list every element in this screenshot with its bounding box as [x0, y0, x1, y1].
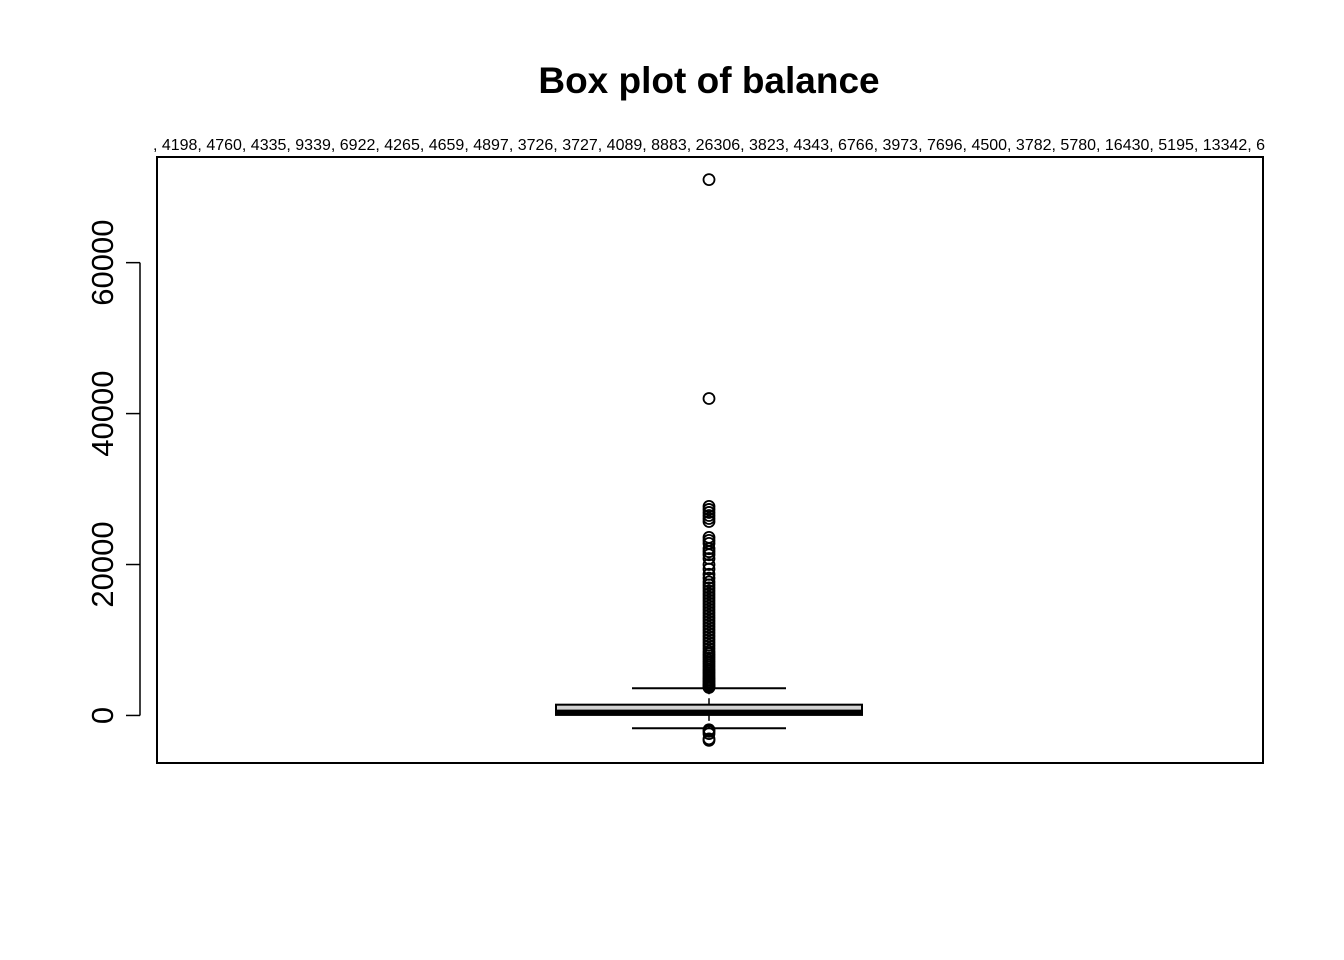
outlier-point	[702, 571, 716, 585]
outlier-point	[702, 173, 716, 187]
outlier-point	[702, 552, 716, 565]
outlier-points	[702, 173, 716, 747]
y-axis: 0 20000 40000 60000	[85, 220, 141, 724]
outlier-point	[702, 558, 716, 571]
outlier-point	[702, 530, 716, 544]
y-tick-label: 20000	[85, 521, 120, 607]
chart-subtitle: , 4198, 4760, 4335, 9339, 6922, 4265, 46…	[153, 137, 1265, 154]
y-tick-label: 60000	[85, 220, 120, 306]
outlier-point	[702, 575, 716, 589]
box-group	[555, 687, 863, 730]
outlier-point	[702, 500, 716, 513]
chart-title: Box plot of balance	[538, 60, 879, 101]
y-tick-label: 40000	[85, 370, 120, 456]
outlier-point	[702, 392, 716, 405]
plot-frame	[156, 156, 1264, 764]
outlier-point	[702, 732, 716, 746]
y-tick-label: 0	[85, 707, 120, 724]
outlier-point	[702, 723, 716, 737]
outlier-point	[702, 567, 716, 581]
